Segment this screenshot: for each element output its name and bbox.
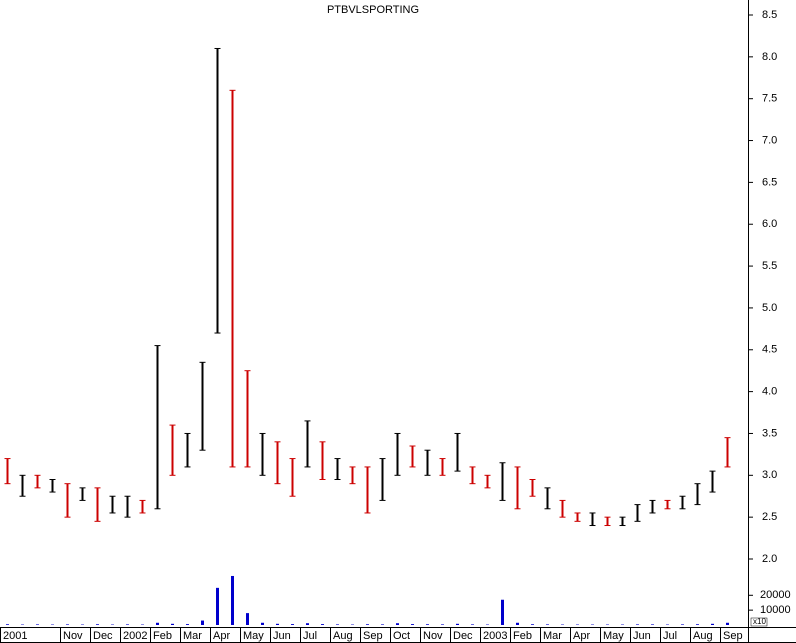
volume-bar <box>366 624 369 625</box>
volume-bar <box>171 623 174 625</box>
x-tick-label: Jun <box>273 630 291 642</box>
x-tick-label: Apr <box>573 630 590 642</box>
volume-bar <box>246 613 249 625</box>
x-tick-label: Feb <box>153 630 172 642</box>
y-tick-label: 5.0 <box>762 302 777 314</box>
volume-bar <box>66 624 69 625</box>
volume-tick-label: 20000 <box>760 589 791 601</box>
volume-bar <box>471 624 474 625</box>
x-tick-label: Sep <box>363 630 383 642</box>
volume-unit: x10 <box>753 617 766 626</box>
x-tick-label: 2001 <box>3 630 27 642</box>
y-tick-label: 2.5 <box>762 511 777 523</box>
volume-bar <box>516 622 519 625</box>
volume-bar <box>216 587 219 625</box>
y-tick-label: 8.0 <box>762 51 777 63</box>
volume-bar <box>261 622 264 625</box>
volume-bar <box>186 624 189 625</box>
volume-bar <box>651 624 654 625</box>
x-tick-label: Sep <box>723 630 743 642</box>
y-tick-label: 6.0 <box>762 218 777 230</box>
volume-bar <box>441 624 444 625</box>
volume-bar <box>726 622 729 625</box>
volume-bar <box>276 623 279 625</box>
y-tick-label: 7.5 <box>762 93 777 105</box>
volume-bar <box>546 624 549 625</box>
volume-bar <box>291 624 294 625</box>
x-tick-label: Dec <box>453 630 473 642</box>
x-tick-label: Oct <box>393 630 410 642</box>
x-tick-label: Jun <box>633 630 651 642</box>
volume-bar <box>396 623 399 625</box>
x-tick-label: Mar <box>543 630 562 642</box>
volume-bar <box>411 624 414 625</box>
y-tick-label: 4.5 <box>762 344 777 356</box>
y-tick-label: 7.0 <box>762 134 777 146</box>
chart-title: PTBVLSPORTING <box>327 4 419 16</box>
volume-bar <box>381 624 384 625</box>
volume-bar <box>126 624 129 625</box>
unit-box <box>750 617 768 627</box>
x-tick-label: Jul <box>303 630 317 642</box>
volume-bar <box>531 624 534 625</box>
x-tick-label: Nov <box>63 630 83 642</box>
y-tick-label: 5.5 <box>762 260 777 272</box>
y-tick-label: 6.5 <box>762 176 777 188</box>
volume-bar <box>321 624 324 625</box>
volume-bar <box>36 624 39 625</box>
volume-bar <box>6 624 9 625</box>
x-tick-label: May <box>603 630 624 642</box>
volume-bar <box>201 620 204 625</box>
x-tick-label: May <box>243 630 264 642</box>
x-tick-label: Aug <box>333 630 353 642</box>
volume-tick-label: 10000 <box>760 604 791 616</box>
x-tick-label: Aug <box>693 630 713 642</box>
x-tick-label: 2003 <box>483 630 507 642</box>
volume-bar <box>636 624 639 625</box>
volume-bar <box>306 623 309 625</box>
y-tick-label: 2.0 <box>762 553 777 565</box>
y-tick-label: 4.0 <box>762 386 777 398</box>
y-tick-label: 8.5 <box>762 9 777 21</box>
volume-bar <box>336 624 339 625</box>
volume-bar <box>681 624 684 625</box>
x-tick-label: Mar <box>183 630 202 642</box>
volume-bar <box>231 575 234 625</box>
x-tick-label: Apr <box>213 630 230 642</box>
y-tick-label: 3.0 <box>762 469 777 481</box>
volume-bar <box>501 599 504 625</box>
x-tick-label: Jul <box>663 630 677 642</box>
volume-bar <box>426 624 429 625</box>
x-tick-label: Feb <box>513 630 532 642</box>
volume-bar <box>456 623 459 625</box>
volume-bar <box>696 624 699 625</box>
volume-bar <box>96 624 99 625</box>
volume-bar <box>156 622 159 625</box>
x-tick-label: Dec <box>93 630 113 642</box>
x-tick-label: Nov <box>423 630 443 642</box>
x-tick-label: 2002 <box>123 630 147 642</box>
y-tick-label: 3.5 <box>762 427 777 439</box>
volume-bar <box>711 623 714 625</box>
